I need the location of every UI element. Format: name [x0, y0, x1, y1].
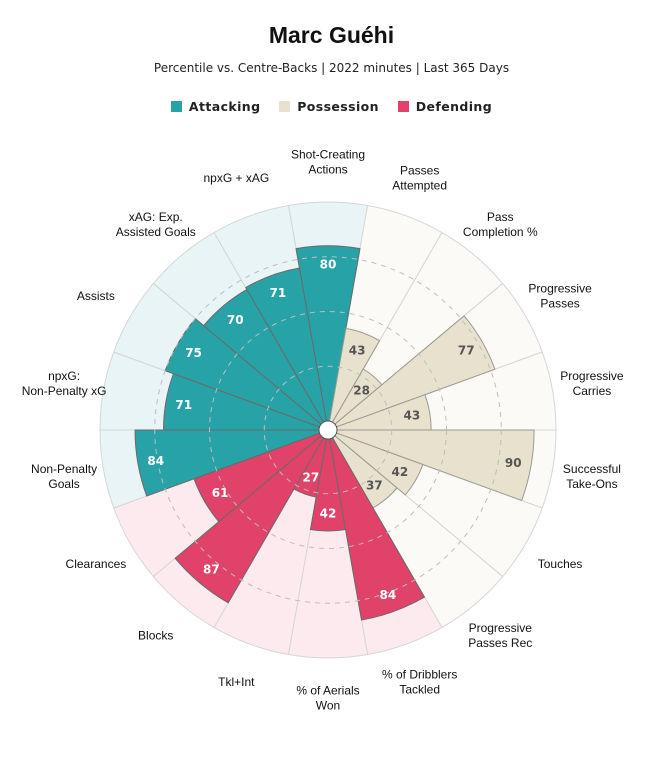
- category-label-progressive-passes: Progressive Passes: [528, 282, 592, 311]
- value-label-clearances: 61: [212, 486, 229, 500]
- category-label-npxg-xag: npxG + xAG: [203, 171, 269, 185]
- value-label-pass-completion: 28: [353, 383, 370, 397]
- center-dot: [318, 420, 338, 440]
- value-label-assists: 75: [185, 346, 202, 360]
- category-label-progressive-carries: Progressive Carries: [560, 369, 624, 398]
- legend-swatch-attacking: [170, 101, 182, 112]
- value-label-xag-exp-assisted-goals: 70: [227, 313, 244, 327]
- legend-item-possession: Possession: [279, 99, 379, 114]
- category-label-shot-creating-actions: Shot-Creating Actions: [291, 148, 365, 177]
- category-labels: Shot-Creating Actions Passes Attempted Pass C…: [22, 148, 624, 713]
- grid-ring-75: [154, 256, 502, 604]
- value-label-npxg-xag: 71: [270, 286, 287, 300]
- legend-label-attacking: Attacking: [188, 99, 261, 114]
- value-label-progressive-passes: 77: [458, 344, 475, 358]
- legend-label-possession: Possession: [297, 99, 379, 114]
- value-label-blocks: 87: [203, 563, 220, 577]
- value-label-of-aerials-won: 42: [320, 506, 337, 520]
- value-label-tkl-int: 27: [303, 471, 320, 485]
- category-label-progressive-passes-rec: Progressive Passes Rec: [468, 621, 532, 650]
- category-label-successful-take-ons: Successful Take-Ons: [563, 462, 621, 491]
- legend-item-attacking: Attacking: [170, 99, 261, 114]
- chart-subtitle: Percentile vs. Centre-Backs | 2022 minut…: [153, 61, 510, 75]
- category-label-passes-attempted: Passes Attempted: [392, 164, 447, 193]
- value-labels: 80 43 28 77 43 90 42 37 84 42 27 87 61 84 71 75 70 71: [147, 257, 521, 602]
- value-label-of-dribblers-tackled: 84: [379, 588, 396, 602]
- grid-ring-25: [263, 365, 393, 495]
- category-label-non-penalty-goals: Non-Penalty Goals: [31, 462, 97, 491]
- category-label-tkl-int: Tkl+Int: [218, 675, 255, 689]
- legend: Attacking Possession Defending: [0, 99, 663, 114]
- category-label-clearances: Clearances: [66, 557, 127, 571]
- bars: [134, 245, 535, 621]
- value-label-successful-take-ons: 90: [505, 456, 522, 470]
- value-label-npxg-non-penalty-xg: 71: [175, 398, 192, 412]
- category-label-blocks: Blocks: [138, 628, 173, 642]
- category-label-assists: Assists: [77, 289, 115, 303]
- value-label-passes-attempted: 43: [349, 343, 366, 357]
- category-label-of-aerials-won: % of Aerials Won: [296, 684, 359, 713]
- category-label-npxg-non-penalty-xg: npxG: Non-Penalty xG: [22, 369, 107, 398]
- category-label-touches: Touches: [538, 557, 583, 571]
- grid-ring-50: [209, 311, 447, 549]
- category-label-of-dribblers-tackled: % of Dribblers Tackled: [382, 667, 457, 696]
- value-label-progressive-passes-rec: 37: [366, 479, 383, 493]
- category-label-xag-exp-assisted-goals: xAG: Exp. Assisted Goals: [116, 210, 196, 239]
- legend-swatch-defending: [397, 101, 409, 112]
- value-label-non-penalty-goals: 84: [147, 454, 164, 468]
- value-label-progressive-carries: 43: [404, 409, 421, 423]
- chart-title: Marc Guéhi: [268, 22, 395, 48]
- legend-label-defending: Defending: [415, 99, 493, 114]
- legend-item-defending: Defending: [397, 99, 493, 114]
- legend-swatch-possession: [279, 101, 291, 112]
- value-label-touches: 42: [392, 465, 409, 479]
- grid-rings: [154, 256, 502, 604]
- category-label-pass-completion: Pass Completion %: [463, 210, 538, 239]
- value-label-shot-creating-actions: 80: [320, 257, 337, 271]
